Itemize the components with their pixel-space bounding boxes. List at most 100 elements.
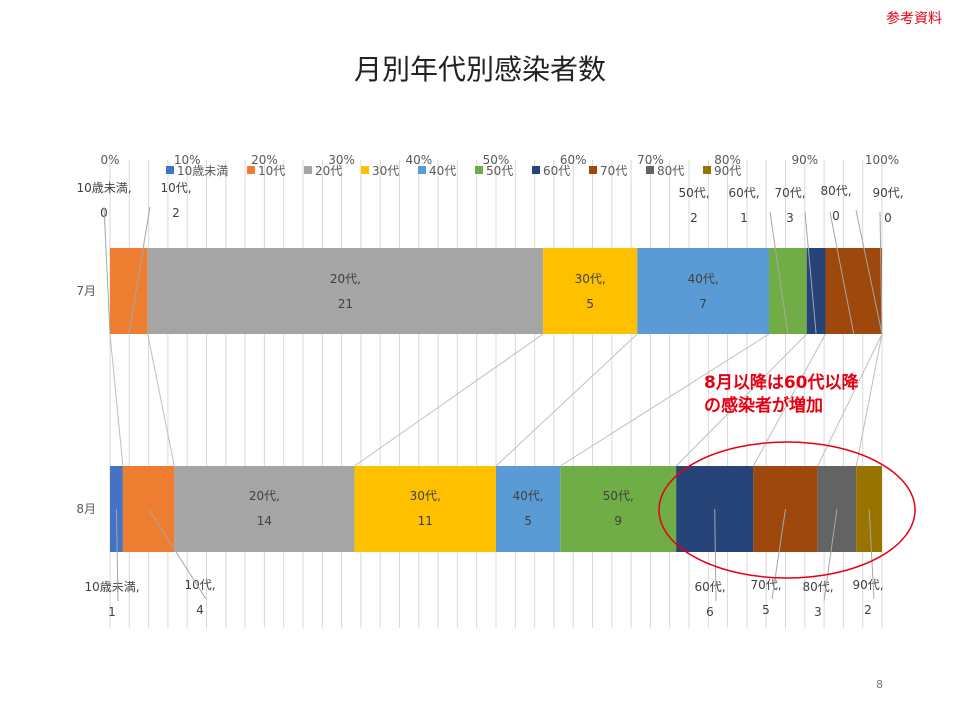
data-label-name: 20代, (249, 489, 280, 503)
legend-label: 50代 (486, 164, 513, 178)
chart-title: 月別年代別感染者数 (353, 53, 606, 86)
data-label-name: 10歳未満, (84, 580, 139, 594)
x-tick-label: 70% (637, 153, 664, 167)
bar-segment (806, 248, 826, 334)
legend-label: 30代 (372, 164, 399, 178)
leader-line (148, 508, 207, 600)
data-label-value: 21 (338, 297, 353, 311)
x-tick-label: 10% (174, 153, 201, 167)
data-label-value: 1 (108, 605, 116, 619)
series-connector (817, 333, 883, 467)
highlight-ellipse (658, 441, 916, 579)
legend-label: 60代 (543, 164, 570, 178)
legend-label: 90代 (714, 164, 741, 178)
bar-segment (560, 466, 677, 552)
data-label-value: 1 (740, 211, 748, 225)
data-label-name: 60代, (728, 186, 759, 200)
data-label-name: 10代, (184, 578, 215, 592)
data-label-value: 5 (762, 603, 770, 617)
leader-line (823, 508, 838, 602)
legend-swatch (247, 166, 255, 174)
series-connector (495, 333, 638, 467)
leader-line (128, 206, 151, 335)
leader-line (804, 211, 817, 335)
data-label-value: 9 (614, 514, 622, 528)
bar-segment (354, 466, 496, 552)
data-label-value: 0 (884, 211, 892, 225)
leader-line (769, 211, 789, 335)
leader-line (879, 211, 883, 335)
legend-swatch (475, 166, 483, 174)
series-connector (752, 333, 826, 467)
series-connector (147, 333, 175, 467)
callout-line-1: 8月以降は60代以降 (704, 373, 859, 393)
data-label-name: 10代, (160, 181, 191, 195)
bar-segment (769, 248, 807, 334)
data-label-value: 5 (524, 514, 532, 528)
bar-segment (856, 466, 882, 552)
x-tick-label: 20% (251, 153, 278, 167)
x-tick-label: 40% (405, 153, 432, 167)
bar-segment (174, 466, 355, 552)
legend-swatch (703, 166, 711, 174)
data-label-name: 70代, (774, 186, 805, 200)
series-connector (109, 333, 124, 467)
data-label-value: 0 (832, 209, 840, 223)
legend-label: 20代 (315, 164, 342, 178)
data-label-name: 40代, (513, 489, 544, 503)
data-label-value: 3 (786, 211, 794, 225)
bar-segment (637, 248, 770, 334)
legend-swatch (418, 166, 426, 174)
legend-swatch (166, 166, 174, 174)
legend-label: 10代 (258, 164, 285, 178)
x-tick-label: 0% (100, 153, 119, 167)
bar-segment (825, 248, 882, 334)
callout-text: 8月以降は60代以降 の感染者が増加 (704, 372, 859, 418)
data-label-name: 70代, (750, 578, 781, 592)
leader-line (714, 508, 717, 602)
leader-line (115, 508, 119, 602)
series-connector (675, 333, 808, 467)
leader-line (103, 206, 111, 335)
legend-label: 70代 (600, 164, 627, 178)
bar-segment (147, 248, 544, 334)
leader-line (829, 211, 855, 335)
series-connector (855, 333, 883, 467)
leader-line (771, 508, 786, 600)
x-tick-label: 60% (560, 153, 587, 167)
leader-line (868, 508, 875, 600)
bar-segment (543, 248, 638, 334)
legend-swatch (589, 166, 597, 174)
data-label-value: 5 (586, 297, 594, 311)
data-label-value: 3 (814, 605, 822, 619)
data-label-value: 2 (690, 211, 698, 225)
legend-swatch (304, 166, 312, 174)
data-label-name: 40代, (688, 272, 719, 286)
data-label-name: 10歳未満, (76, 181, 131, 195)
x-tick-label: 30% (328, 153, 355, 167)
data-label-name: 80代, (820, 184, 851, 198)
category-label: 8月 (76, 502, 96, 516)
x-tick-label: 50% (483, 153, 510, 167)
data-label-name: 60代, (694, 580, 725, 594)
legend-label: 10歳未満 (177, 164, 228, 178)
data-label-name: 30代, (410, 489, 441, 503)
data-label-value: 6 (706, 605, 714, 619)
page-number: 8 (876, 678, 883, 691)
reference-material-label: 参考資料 (886, 11, 942, 27)
data-label-value: 2 (864, 603, 872, 617)
legend-label: 40代 (429, 164, 456, 178)
data-label-name: 80代, (802, 580, 833, 594)
legend-swatch (361, 166, 369, 174)
callout-line-2: の感染者が増加 (704, 396, 823, 416)
data-label-value: 4 (196, 603, 204, 617)
bar-segment (110, 248, 148, 334)
x-tick-label: 100% (865, 153, 899, 167)
data-label-value: 2 (172, 206, 180, 220)
data-label-name: 20代, (330, 272, 361, 286)
legend-swatch (646, 166, 654, 174)
series-connector (354, 333, 544, 467)
data-label-value: 7 (699, 297, 707, 311)
data-label-value: 14 (257, 514, 272, 528)
